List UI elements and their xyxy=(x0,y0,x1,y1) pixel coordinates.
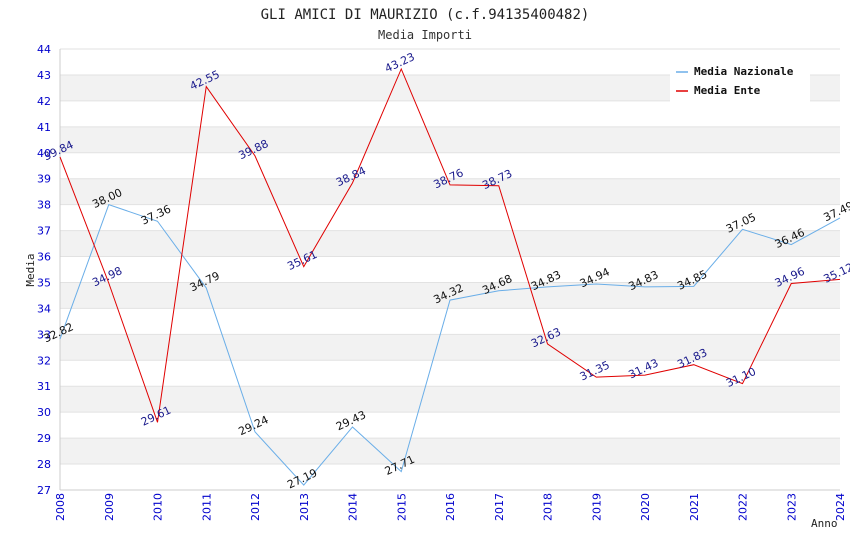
x-tick-label: 2013 xyxy=(298,493,311,521)
chart-subtitle: Media Importi xyxy=(378,28,472,42)
y-tick-label: 30 xyxy=(37,406,51,419)
y-tick-label: 38 xyxy=(37,199,51,212)
x-tick-label: 2022 xyxy=(737,493,750,521)
x-tick-label: 2017 xyxy=(493,493,506,521)
data-label: 35.12 xyxy=(821,261,850,286)
grid-band xyxy=(60,126,840,153)
x-tick-label: 2021 xyxy=(688,493,701,521)
legend-box xyxy=(670,60,810,102)
grid-band xyxy=(60,334,840,361)
x-tick-label: 2008 xyxy=(54,493,67,521)
data-label: 29.24 xyxy=(236,413,270,438)
y-tick-label: 43 xyxy=(37,69,51,82)
y-tick-label: 33 xyxy=(37,328,51,341)
y-tick-label: 34 xyxy=(37,302,51,315)
legend: Media Nazionale Media Ente xyxy=(670,60,810,102)
x-tick-label: 2010 xyxy=(152,493,165,521)
x-tick-label: 2012 xyxy=(249,493,262,521)
y-gridlines xyxy=(60,48,840,491)
y-tick-label: 35 xyxy=(37,276,51,289)
x-tick-label: 2014 xyxy=(347,493,360,521)
x-tick-label: 2018 xyxy=(542,493,555,521)
data-label: 31.35 xyxy=(578,358,612,383)
chart-title: GLI AMICI DI MAURIZIO (c.f.94135400482) xyxy=(261,7,590,23)
grid-band xyxy=(60,386,840,413)
y-tick-label: 41 xyxy=(37,121,51,134)
y-tick-label: 44 xyxy=(37,43,51,56)
series-line-0 xyxy=(59,204,841,486)
y-tick-label: 37 xyxy=(37,225,51,238)
grid-band xyxy=(60,230,840,257)
y-tick-label: 31 xyxy=(37,380,51,393)
grid-band xyxy=(60,282,840,309)
y-tick-label: 40 xyxy=(37,147,51,160)
y-tick-label: 39 xyxy=(37,173,51,186)
x-axis-label: Anno xyxy=(811,517,838,530)
x-tick-label: 2024 xyxy=(834,493,847,521)
x-tick-label: 2015 xyxy=(395,493,408,521)
legend-label-media-ente: Media Ente xyxy=(694,84,761,97)
y-axis-label: Media xyxy=(24,253,37,286)
series-lines xyxy=(59,67,841,486)
x-tick-label: 2019 xyxy=(590,493,603,521)
x-tick-labels: 2008 2009 2010 2011 2012 2013 2014 2015 2016 2017… xyxy=(54,493,847,521)
y-tick-label: 28 xyxy=(37,458,51,471)
y-tick-label: 27 xyxy=(37,484,51,497)
x-tick-label: 2009 xyxy=(103,493,116,521)
x-tick-label: 2023 xyxy=(785,493,798,521)
y-tick-label: 36 xyxy=(37,251,51,264)
y-tick-labels: 27 28 29 30 31 32 33 34 35 36 37 38 39 40 41 42 43 44 xyxy=(37,43,51,497)
x-tick-label: 2016 xyxy=(444,493,457,521)
x-tick-label: 2011 xyxy=(200,493,213,521)
series-line-1 xyxy=(59,67,841,423)
legend-label-media-nazionale: Media Nazionale xyxy=(694,65,794,78)
y-tick-label: 42 xyxy=(37,95,51,108)
y-tick-label: 29 xyxy=(37,432,51,445)
data-label: 37.36 xyxy=(139,203,173,228)
y-tick-label: 32 xyxy=(37,354,51,367)
data-label: 39.84 xyxy=(41,138,75,163)
data-labels: 32.8238.0037.3634.7929.2427.1929.4327.71… xyxy=(41,50,850,491)
grid-bands xyxy=(60,74,840,465)
grid-band xyxy=(60,438,840,465)
x-tick-label: 2020 xyxy=(639,493,652,521)
